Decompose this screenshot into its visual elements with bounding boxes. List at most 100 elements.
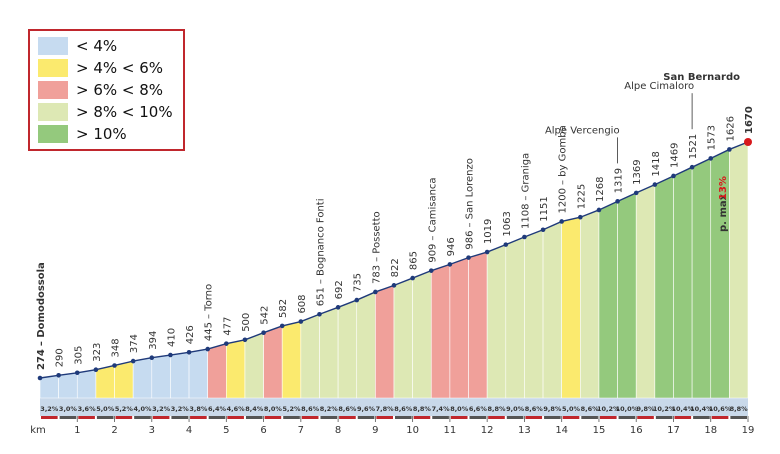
profile-point (279, 323, 285, 329)
grade-bar (283, 416, 300, 419)
x-tick-label: 3 (149, 425, 155, 436)
grade-bar (339, 416, 356, 419)
grade-label: 8,6% (394, 405, 413, 413)
grade-bar (41, 416, 58, 419)
elevation-label: 986 (465, 231, 476, 250)
profile-segment (244, 332, 264, 399)
profile-segment (356, 291, 376, 399)
grade-strip (40, 398, 748, 416)
elevation-label: 290 (55, 348, 66, 367)
elevation-label: 909 (427, 244, 438, 263)
x-tick-label: 7 (298, 425, 304, 436)
profile-point (466, 255, 471, 260)
grade-bar (506, 416, 524, 419)
place-label: – Torno (204, 284, 215, 319)
grade-bar (469, 416, 487, 419)
grade-label: 4,0% (133, 405, 152, 413)
profile-segment (468, 251, 488, 399)
x-tick-label: 6 (260, 425, 266, 436)
grade-bar (190, 416, 207, 419)
profile-segment (170, 351, 190, 399)
grade-label: 8,2% (320, 405, 339, 413)
place-label: – Possetto (371, 211, 382, 262)
place-label: – Camisanca (427, 177, 438, 240)
grade-bar (59, 416, 77, 419)
grade-label: 10,0% (616, 405, 639, 413)
elevation-label: 323 (92, 343, 103, 362)
profile-point (93, 367, 99, 373)
profile-point (447, 262, 453, 267)
elevation-label: 735 (353, 273, 364, 292)
elevation-label: 1418 (651, 151, 662, 176)
grade-label: 8,4% (245, 405, 264, 413)
grade-label: 8,6% (525, 405, 544, 413)
legend-label: > 6% < 8% (76, 81, 163, 99)
profile-point (503, 242, 509, 247)
elevation-label: 651 (315, 287, 326, 306)
place-label: – Graniga (520, 153, 531, 201)
grade-bar (227, 416, 244, 419)
grade-label: 5,0% (562, 405, 581, 413)
profile-segment (524, 229, 544, 399)
grade-bar (376, 416, 393, 419)
profile-point (149, 355, 155, 361)
annotation: San Bernardo (663, 72, 740, 83)
grade-label: 6,6% (469, 405, 488, 413)
profile-segment (151, 354, 171, 399)
profile-segment (729, 141, 749, 399)
elevation-label: 348 (111, 338, 122, 357)
x-tick-label: 9 (372, 425, 378, 436)
grade-bar (413, 416, 431, 419)
grade-label: 10,4% (690, 405, 713, 413)
profile-point (37, 375, 43, 381)
grade-bar (599, 416, 617, 419)
grade-label: 9,0% (506, 405, 525, 413)
profile-segment (561, 216, 581, 399)
x-tick-label: 16 (630, 425, 643, 436)
grade-bar (544, 416, 561, 419)
profile-segment (337, 299, 358, 399)
x-tick-label: 2 (111, 425, 117, 436)
elevation-label: 822 (390, 258, 401, 277)
legend-label: < 4% (76, 37, 117, 55)
profile-segment (207, 343, 227, 399)
profile-segment (319, 306, 339, 399)
elevation-label: 1319 (614, 168, 625, 193)
grade-bar (450, 416, 468, 419)
elevation-label: 1063 (502, 211, 513, 236)
grade-label: 10,2% (653, 405, 676, 413)
elevation-label: 274 (36, 349, 47, 370)
elevation-label: 1268 (595, 177, 606, 202)
elevation-label: 692 (334, 280, 345, 299)
elevation-label: 542 (260, 306, 271, 325)
grade-bar (562, 416, 580, 419)
grade-label: 4,6% (227, 405, 246, 413)
elevation-label: 1469 (669, 143, 680, 168)
profile-point (391, 283, 397, 288)
grade-bar (637, 416, 654, 419)
profile-point (224, 341, 229, 346)
profile-segment (226, 339, 246, 399)
grade-label: 8,8% (730, 405, 749, 413)
profile-segment (542, 220, 562, 399)
grade-label: 3,6% (78, 405, 97, 413)
elevation-label: 1019 (483, 219, 494, 244)
grade-bar (730, 416, 747, 419)
x-tick-label: 12 (481, 425, 494, 436)
grade-bar (96, 416, 114, 419)
profile-segment (449, 257, 469, 399)
profile-point (168, 352, 173, 358)
max-grade-label: 13% (718, 176, 729, 200)
grade-label: 5,2% (283, 405, 302, 413)
grade-label: 3,8% (189, 405, 208, 413)
elevation-label: 582 (278, 299, 289, 318)
legend-label: > 4% < 6% (76, 59, 163, 77)
elevation-label: 305 (73, 346, 84, 365)
profile-point (373, 289, 378, 295)
grade-label: 8,0% (264, 405, 283, 413)
x-tick-label: 15 (593, 425, 606, 436)
elevation-label: 1108 (520, 204, 531, 229)
profile-point (522, 234, 527, 240)
profile-point (56, 372, 61, 378)
